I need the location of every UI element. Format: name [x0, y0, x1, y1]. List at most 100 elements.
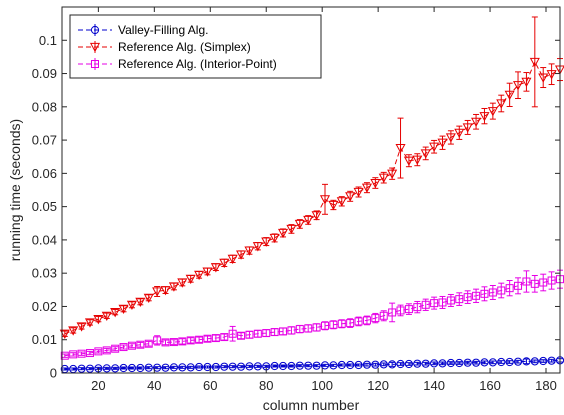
data-point [437, 138, 448, 149]
data-point [101, 311, 112, 322]
data-point [203, 362, 212, 372]
data-point [185, 274, 196, 285]
data-point [487, 107, 498, 117]
data-point [430, 299, 439, 308]
data-point [269, 233, 280, 244]
data-point [430, 359, 439, 368]
data-point [462, 123, 473, 133]
legend-entry: Valley-Filling Alg. [78, 23, 208, 37]
data-point [522, 357, 531, 366]
data-point [262, 329, 271, 338]
data-point [236, 362, 246, 371]
data-point [413, 303, 422, 312]
data-point [252, 242, 263, 252]
data-point [488, 358, 497, 367]
data-point [412, 155, 423, 165]
data-point [84, 318, 96, 328]
data-point [354, 360, 363, 370]
legend-entry: Reference Alg. (Interior-Point) [78, 57, 277, 71]
x-axis-label: column number [263, 397, 360, 413]
data-point [161, 338, 170, 347]
data-point [143, 293, 154, 304]
y-tick-label: 0.01 [32, 332, 57, 347]
legend: Valley-Filling Alg. Reference Alg. (Simpl… [69, 14, 322, 79]
data-point [387, 169, 398, 179]
data-point [77, 349, 86, 358]
y-tick-label: 0.06 [32, 166, 57, 181]
x-tick-label: 140 [423, 378, 445, 393]
data-point [547, 276, 556, 285]
data-point [404, 305, 413, 314]
data-point [144, 363, 153, 372]
data-point [547, 356, 556, 365]
data-point [304, 324, 313, 333]
data-point [277, 228, 289, 239]
data-point [295, 361, 304, 370]
data-point [529, 57, 540, 68]
data-point [294, 219, 305, 230]
data-point [85, 364, 95, 373]
data-point [160, 286, 171, 296]
data-point [178, 363, 187, 372]
data-point [514, 281, 523, 290]
legend-label: Valley-Filling Alg. [118, 23, 208, 37]
data-point [303, 215, 314, 226]
data-point [546, 70, 557, 80]
data-point [60, 351, 69, 360]
data-point [152, 287, 163, 297]
y-tick-label: 0 [50, 366, 57, 381]
data-point [169, 338, 178, 347]
x-tick-label: 60 [203, 378, 217, 393]
data-point [388, 308, 397, 317]
data-point [119, 363, 128, 373]
data-point [337, 360, 346, 370]
data-point [505, 357, 514, 367]
data-point [429, 142, 440, 152]
y-tick-label: 0.1 [39, 33, 57, 48]
data-point [445, 133, 456, 143]
x-tick-label: 180 [535, 378, 557, 393]
x-tick-label: 100 [311, 378, 333, 393]
data-point [512, 81, 524, 91]
y-tick-label: 0.03 [32, 266, 57, 281]
data-point [395, 144, 406, 154]
data-point [378, 173, 389, 183]
data-point [304, 361, 313, 370]
data-point [362, 360, 372, 369]
data-point [245, 330, 254, 339]
data-point [286, 224, 297, 235]
legend-marker [91, 60, 99, 68]
data-point [329, 361, 338, 370]
data-point [521, 77, 532, 88]
data-point [93, 315, 104, 325]
data-point [102, 364, 111, 373]
data-point [522, 277, 531, 286]
data-point [136, 363, 145, 373]
data-point [76, 322, 87, 332]
data-point [413, 359, 422, 368]
data-point [479, 112, 490, 122]
data-point [169, 363, 179, 372]
y-tick-label: 0.05 [32, 199, 57, 214]
x-tick-label: 40 [147, 378, 161, 393]
data-point [346, 319, 355, 328]
y-tick-label: 0.08 [32, 99, 57, 114]
data-point [312, 323, 321, 332]
data-point [463, 293, 472, 302]
y-tick-label: 0.07 [32, 133, 57, 148]
data-point [195, 335, 204, 344]
data-point [539, 356, 548, 366]
data-point [472, 291, 481, 300]
x-tick-label: 80 [259, 378, 273, 393]
data-point [161, 363, 170, 372]
data-point [278, 361, 288, 371]
data-point [236, 250, 247, 260]
x-tick-label: 160 [479, 378, 501, 393]
data-point [379, 360, 388, 369]
data-point [438, 359, 447, 368]
data-point [270, 328, 279, 337]
legend-marker [89, 42, 101, 53]
data-point [261, 237, 272, 247]
data-point [245, 362, 254, 371]
